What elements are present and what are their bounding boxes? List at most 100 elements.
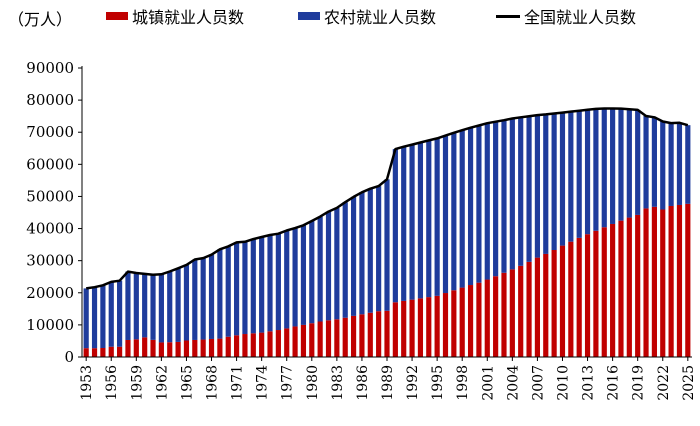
bar-rural [501,120,507,273]
bar-urban [685,203,691,357]
bar-urban [476,282,482,357]
y-tick-label: 60000 [26,155,74,173]
bar-rural [493,121,499,277]
bar-rural [518,117,524,266]
bar-urban [610,223,616,357]
bar-urban [108,346,114,357]
bar-urban [417,298,424,357]
bar-urban [233,335,240,357]
bar-rural [150,274,156,340]
bar-rural [117,280,123,347]
bar-rural [618,108,624,221]
bar-urban [384,310,390,357]
bar-rural [434,138,440,296]
bar-rural [233,242,240,336]
x-tick-label: 1974 [255,365,271,401]
bar-urban [643,208,649,357]
legend: 城镇就业人员数 农村就业人员数 全国就业人员数 [0,4,700,28]
bar-rural [225,246,231,337]
bar-urban [292,326,298,357]
bar-rural [651,117,657,207]
bar-urban [676,204,683,357]
bar-urban [158,342,164,357]
bar-rural [267,234,273,332]
bar-rural [551,113,557,250]
bar-urban [501,272,507,357]
bar-rural [309,220,315,324]
bar-urban [309,323,315,357]
line-total [86,107,689,290]
bar-urban [509,269,515,357]
bar-urban [317,321,323,357]
bar-rural [275,233,281,331]
x-tick-label: 1992 [405,365,421,401]
bar-urban [334,319,340,357]
x-tick-label: 2025 [681,365,697,401]
bar-urban [442,293,449,357]
bar-urban [518,265,524,357]
y-tick-label: 70000 [26,123,74,141]
bar-rural [534,115,541,258]
bar-rural [526,116,532,262]
bar-urban [451,290,457,357]
bar-urban [225,336,231,357]
bar-urban [576,237,582,357]
bar-rural [242,241,248,335]
bar-rural [476,125,482,283]
bar-urban [551,249,557,357]
bar-rural [367,188,373,313]
bar-rural [167,271,173,343]
bar-urban [593,230,599,357]
x-tick-label: 1983 [330,365,346,401]
bar-rural [292,228,298,327]
bar-rural [576,110,582,238]
bar-rural [91,287,98,349]
bar-rural [384,179,390,311]
bar-urban [242,334,248,357]
bar-rural [685,125,691,204]
x-tick-label: 1986 [355,365,371,401]
bar-urban [142,337,148,357]
x-tick-label: 2016 [606,365,622,401]
bar-rural [133,272,139,340]
x-tick-label: 1980 [305,365,321,401]
bar-rural [200,258,206,340]
bar-rural [484,123,490,280]
bar-urban [534,257,541,357]
x-tick-label: 1965 [179,365,195,401]
legend-swatch-total [496,14,520,18]
bar-rural [250,239,256,334]
x-tick-label: 1953 [79,365,95,401]
bar-rural [142,273,148,338]
bar-rural [158,274,164,343]
legend-label-total: 全国就业人员数 [524,8,637,27]
legend-swatch-rural [298,12,320,20]
x-tick-label: 2013 [581,365,597,401]
bar-urban [350,315,357,357]
bar-urban [584,234,591,357]
bar-rural [376,186,382,312]
bar-urban [208,338,215,357]
x-tick-label: 2022 [656,365,672,401]
bar-urban [426,297,432,357]
bar-rural [108,281,114,347]
bar-rural [284,230,290,329]
legend-label-rural: 农村就业人员数 [324,8,437,27]
bar-rural [426,140,432,298]
bar-rural [668,123,674,206]
bar-rural [660,121,666,210]
bar-rural [192,259,198,340]
bar-rural [543,114,549,254]
y-tick-label: 10000 [26,316,74,334]
bar-urban [217,338,223,357]
bar-urban [267,331,273,357]
bar-rural [417,142,424,299]
bar-urban [543,253,549,357]
x-tick-label: 2019 [631,365,647,401]
bar-rural [409,144,415,300]
x-tick-label: 2010 [555,365,571,401]
legend-label-urban: 城镇就业人员数 [132,8,245,27]
bar-rural [125,271,131,340]
bar-urban [167,342,173,357]
